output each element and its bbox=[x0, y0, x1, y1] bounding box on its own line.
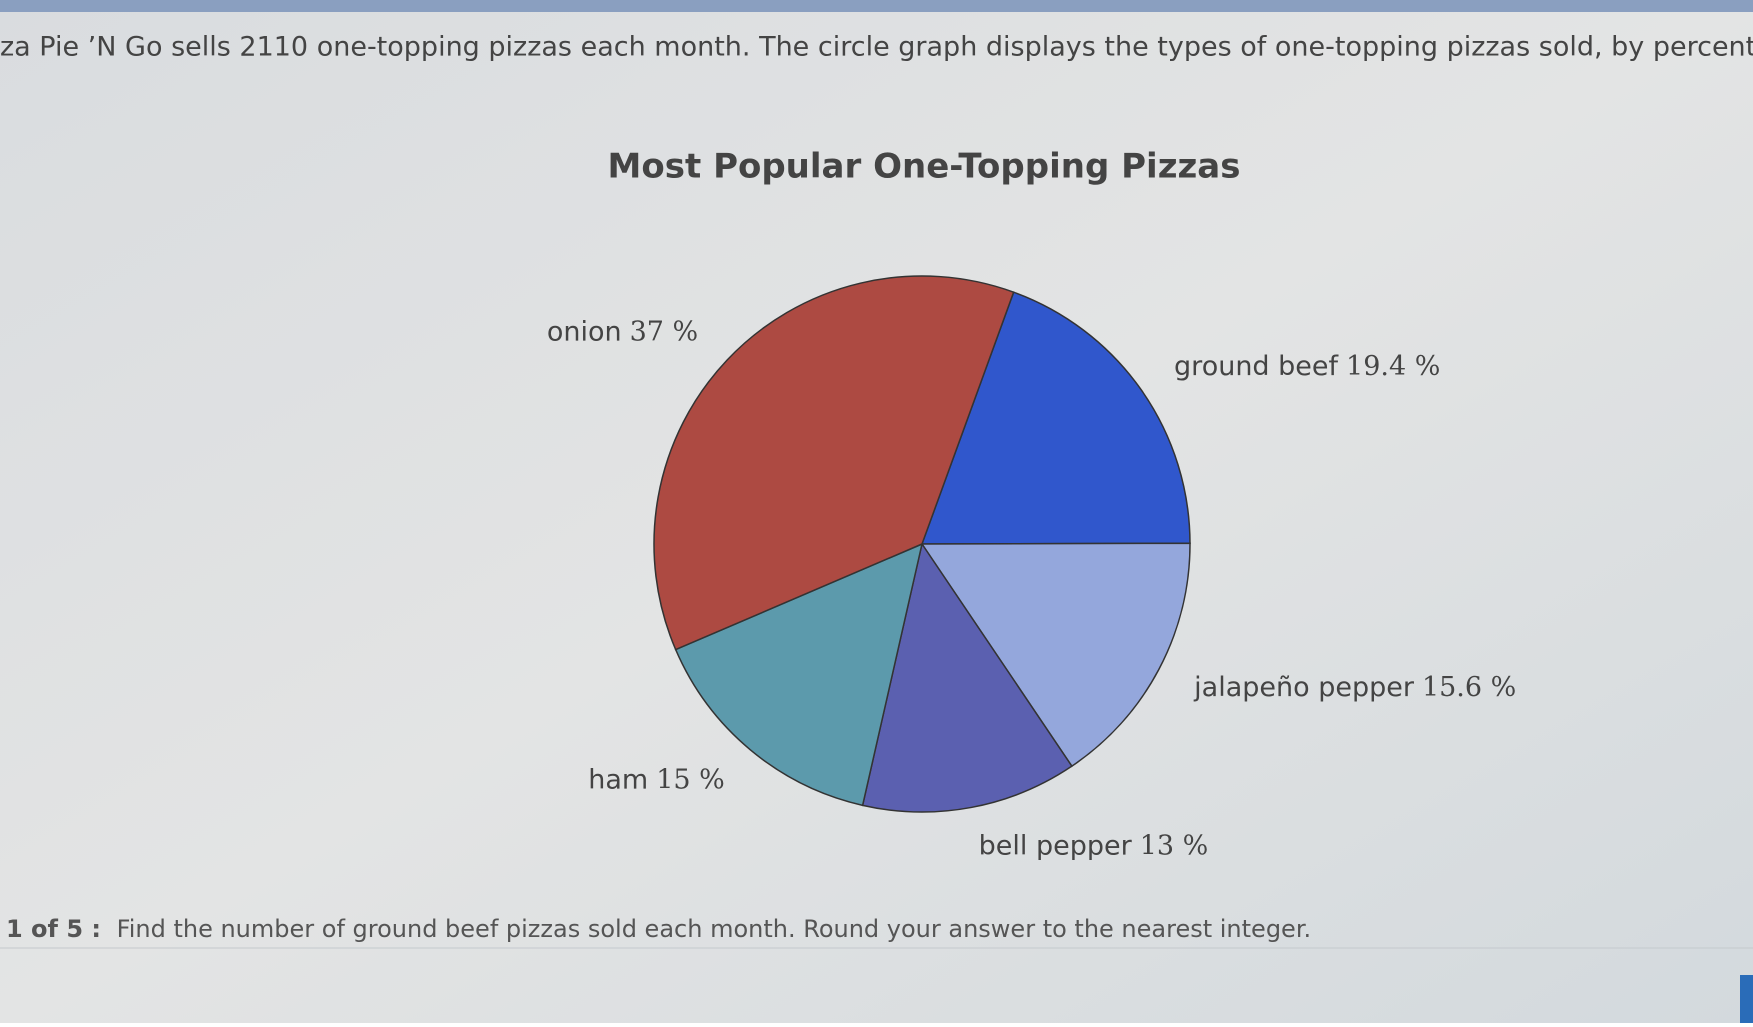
slice-label: ground beef 19.4 % bbox=[1174, 350, 1440, 381]
question-text: Find the number of ground beef pizzas so… bbox=[117, 915, 1311, 943]
value-label: 37 % bbox=[630, 316, 699, 347]
slice-label: ham 15 % bbox=[588, 764, 725, 795]
category-label: jalapeño pepper bbox=[1193, 672, 1415, 703]
question: 1 of 5 : Find the number of ground beef … bbox=[6, 915, 1311, 943]
value-label: 15.6 % bbox=[1422, 672, 1516, 703]
pie-slice bbox=[674, 542, 924, 807]
value-label: 19.4 % bbox=[1346, 350, 1440, 381]
intro-text: za Pie ’N Go sells 2110 one-topping pizz… bbox=[0, 32, 1753, 63]
slice-label: onion 37 % bbox=[547, 316, 698, 347]
top-bar bbox=[0, 0, 1753, 12]
pie-slice bbox=[920, 542, 1191, 768]
pie-slice bbox=[920, 291, 1191, 545]
chart-title: Most Popular One-Topping Pizzas bbox=[608, 147, 1241, 187]
pie-slice bbox=[653, 275, 1015, 651]
category-label: bell pepper bbox=[979, 830, 1133, 861]
category-label: onion bbox=[547, 316, 622, 347]
question-number: 1 of 5 : bbox=[6, 915, 101, 943]
button-edge[interactable] bbox=[1740, 975, 1753, 1023]
slice-label: jalapeño pepper 15.6 % bbox=[1193, 672, 1516, 703]
value-label: 15 % bbox=[656, 764, 725, 795]
pie-slice bbox=[861, 542, 1073, 813]
value-label: 13 % bbox=[1140, 830, 1209, 861]
category-label: ground beef bbox=[1174, 350, 1339, 381]
category-label: ham bbox=[588, 764, 648, 795]
slice-label: bell pepper 13 % bbox=[979, 830, 1209, 861]
